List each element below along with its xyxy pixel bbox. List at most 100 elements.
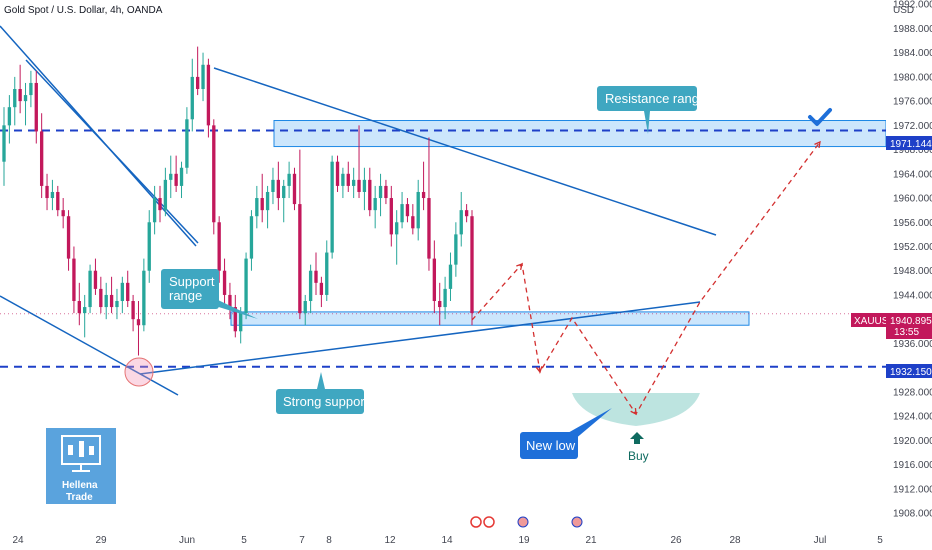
us-flag-event-icon-1 bbox=[517, 516, 529, 528]
candle-body bbox=[265, 191, 270, 211]
candle-body bbox=[249, 216, 254, 259]
candle bbox=[405, 198, 410, 223]
candle bbox=[454, 222, 458, 277]
candle-body bbox=[378, 185, 383, 199]
candle-body bbox=[438, 301, 442, 308]
time-tick-label: 7 bbox=[299, 535, 305, 546]
candle bbox=[464, 204, 469, 223]
candle-body bbox=[13, 89, 17, 108]
price-tick-label: 1964.000 bbox=[893, 169, 932, 180]
candle bbox=[389, 185, 393, 247]
candle bbox=[201, 52, 205, 102]
price-tick-label: 1948.000 bbox=[893, 266, 932, 277]
candle-body bbox=[39, 131, 44, 186]
candle bbox=[174, 155, 178, 192]
candle-body bbox=[416, 191, 420, 229]
new-low-callout: New low bbox=[520, 408, 612, 459]
candle bbox=[13, 76, 17, 126]
candle bbox=[126, 270, 130, 308]
candle bbox=[34, 70, 38, 144]
time-tick-label: 14 bbox=[441, 535, 453, 546]
candle bbox=[378, 173, 383, 217]
candle-body bbox=[99, 288, 103, 308]
candle-body bbox=[185, 119, 189, 168]
candle-body bbox=[443, 288, 447, 308]
candle-body bbox=[421, 191, 426, 199]
price-axis-ticks: 1992.000 1988.000 1984.000 1980.000 1976.000… bbox=[893, 0, 932, 520]
svg-text:New low: New low bbox=[526, 438, 576, 453]
candle-body bbox=[276, 179, 281, 199]
time-tick-label: 5 bbox=[877, 535, 883, 546]
svg-text:1932.150: 1932.150 bbox=[890, 367, 932, 378]
candle bbox=[169, 155, 173, 199]
candle bbox=[411, 204, 415, 235]
candle-body bbox=[195, 76, 200, 90]
candle-body bbox=[212, 125, 216, 223]
candle bbox=[131, 294, 135, 332]
candle-body bbox=[395, 222, 399, 235]
candle bbox=[335, 155, 340, 192]
candle bbox=[195, 46, 200, 96]
candle bbox=[373, 185, 377, 229]
candle bbox=[228, 282, 232, 320]
candle bbox=[18, 64, 22, 114]
candle-body bbox=[470, 216, 474, 314]
candle bbox=[120, 276, 125, 314]
candle-body bbox=[454, 234, 458, 265]
candle-body bbox=[341, 173, 345, 186]
candle bbox=[152, 185, 157, 235]
price-axis-panel[interactable] bbox=[886, 0, 932, 528]
candle-body bbox=[255, 198, 259, 217]
candle-body bbox=[104, 294, 108, 308]
candle-body bbox=[400, 204, 404, 223]
triangle-upper-trendline bbox=[213, 67, 717, 236]
candle bbox=[142, 258, 146, 332]
checkmark-icon bbox=[808, 108, 832, 126]
candle bbox=[443, 276, 447, 320]
candle bbox=[330, 155, 334, 259]
candle bbox=[77, 282, 81, 326]
candle bbox=[222, 258, 227, 308]
candle bbox=[351, 167, 356, 199]
projection-path bbox=[471, 141, 821, 416]
candle-body bbox=[459, 210, 463, 235]
candle-body bbox=[217, 222, 221, 271]
candle-body bbox=[373, 198, 377, 211]
candle-body bbox=[287, 173, 291, 186]
candle bbox=[56, 185, 60, 217]
candle-body bbox=[109, 294, 114, 308]
candle bbox=[23, 82, 28, 126]
candle-body bbox=[298, 204, 302, 314]
candle bbox=[357, 125, 361, 199]
overlay-layer bbox=[124, 140, 821, 416]
candle-body bbox=[77, 301, 81, 314]
price-tick-label: 1960.000 bbox=[893, 194, 932, 205]
candle bbox=[362, 167, 367, 211]
candle bbox=[72, 246, 76, 314]
price-tick-label: 1988.000 bbox=[893, 24, 932, 35]
candle bbox=[185, 107, 189, 174]
candle-body bbox=[126, 282, 130, 302]
candle-body bbox=[163, 179, 168, 211]
candle-body bbox=[45, 185, 49, 199]
candle-body bbox=[357, 179, 361, 192]
candle-body bbox=[303, 301, 307, 314]
buy-arrow-icon bbox=[630, 432, 644, 444]
candle bbox=[88, 264, 92, 314]
time-tick-label: 12 bbox=[384, 535, 396, 546]
candle-body bbox=[405, 204, 410, 217]
candle-body bbox=[346, 173, 350, 186]
candle bbox=[66, 210, 71, 271]
time-tick-label: Jun bbox=[179, 535, 195, 546]
candle-body bbox=[351, 179, 356, 186]
descending-trendline-left bbox=[25, 59, 199, 244]
candle bbox=[303, 294, 307, 326]
hellena-trade-logo: Hellena Trade bbox=[46, 428, 116, 504]
candle bbox=[163, 167, 168, 217]
candle-body bbox=[93, 270, 98, 289]
candle-body bbox=[448, 264, 453, 289]
candle-body bbox=[34, 82, 38, 132]
earnings-event-icon bbox=[483, 516, 495, 528]
candle bbox=[50, 179, 55, 211]
